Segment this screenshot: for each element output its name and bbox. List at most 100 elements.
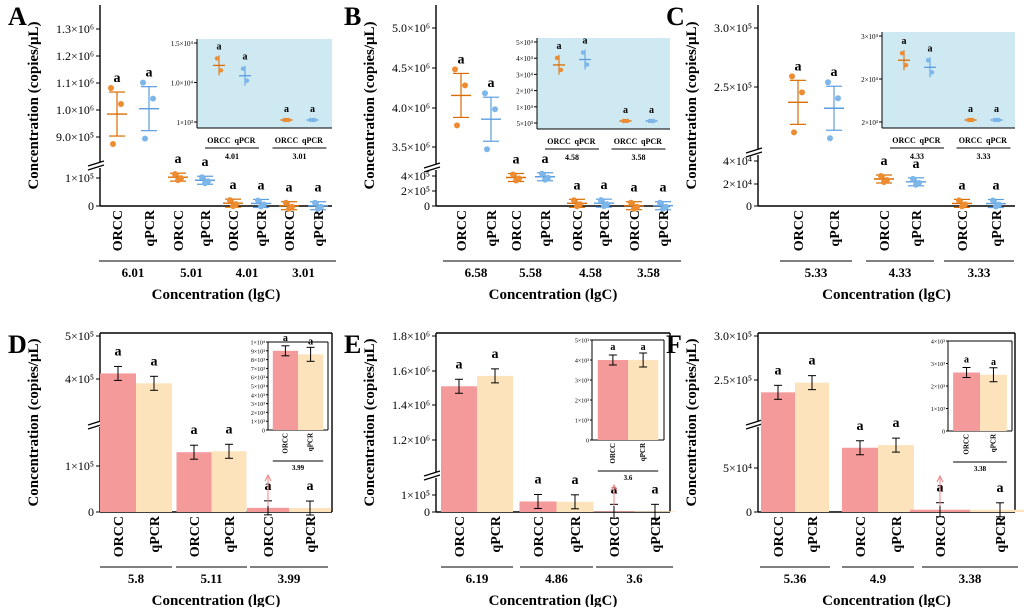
category-label: 3.01 [292,265,315,280]
point-orcc [571,197,577,204]
significance-letter: a [226,422,233,437]
point-qpcr [598,197,604,204]
group-label-orcc: ORCC [854,516,869,557]
point-qpcr [539,170,545,177]
category-label: 4.9 [870,571,887,586]
inset-significance-letter: a [284,104,289,115]
inset-group-label: qPCR [307,432,315,451]
inset-y-tick-label: 3×10³ [251,402,265,408]
group-label-qpcr: qPCR [539,209,554,246]
inset-point-qpcr [996,117,1001,123]
axis-break-gap [88,162,104,168]
panel-C: C 3.0×10⁵ 2.5×10⁵ 4×10⁴ 2×10⁴ 0 Concentration … [666,2,1015,303]
inset-category-label: 4.58 [565,153,579,162]
inset-point-orcc [214,56,220,61]
significance-letter: a [456,357,463,372]
inset-y-tick-label: 3×10⁴ [516,71,533,79]
inset-significance-letter: a [928,43,933,54]
inset-point-orcc [966,117,971,123]
point-qpcr [542,176,548,183]
group-label-orcc: ORCC [283,210,298,251]
y-axis-title: Concentration (copies/μL) [26,21,42,189]
y-tick-label: 0 [88,505,94,519]
point-orcc [631,205,637,212]
axis-break-mark [423,166,441,173]
y-axis-title: Concentration (copies/μL) [362,21,378,189]
inset-point-orcc [282,117,287,123]
y-tick-label: 3.0×10⁵ [714,21,752,35]
category-label: 6.19 [466,571,489,586]
inset-y-tick-label: 2×10³ [931,385,945,391]
bar-qpcr [211,451,247,512]
panel-B: B 5.0×10⁶ 4.5×10⁶ 4.0×10⁶ 3.5×10⁶ 4×10⁵2×10⁵0… [344,2,681,303]
group-label-orcc: ORCC [772,516,787,557]
inset-point-qpcr [240,66,246,71]
bar-orcc [441,386,477,512]
point-qpcr [484,146,490,153]
significance-letter: a [601,178,608,193]
inset-category-label: 3.01 [293,152,307,161]
inset-category-label: 3.38 [974,465,987,473]
x-axis-title: Concentration (lgC) [822,593,951,607]
inset-pointer-arrow [610,483,618,492]
category-label: 4.01 [236,265,259,280]
point-orcc [227,197,233,204]
y-tick-label: 4×10⁵ [401,169,430,183]
inset-significance-letter: a [964,355,969,366]
point-qpcr [601,203,607,210]
inset-point-orcc [970,117,975,123]
inset-point-qpcr [992,117,997,123]
category-label: 4.58 [579,265,602,280]
significance-letter: a [230,178,237,193]
group-label-qpcr: qPCR [312,209,327,246]
significance-letter: a [458,52,465,67]
inset-significance-letter: a [994,104,999,115]
inset-significance-letter: a [968,104,973,115]
significance-letter: a [315,181,322,196]
group-label-qpcr: qPCR [223,515,238,552]
inset-background [197,39,332,128]
inset-y-tick-label: 4×10³ [931,340,945,346]
inset-group-label: qPCR [235,136,256,145]
bar-qpcr [136,383,172,512]
x-axis-title: Concentration (lgC) [489,287,618,303]
group-label-qpcr: qPCR [143,209,158,246]
inset-group-label: qPCR [920,136,941,145]
significance-letter: a [660,181,667,196]
group-label-orcc: ORCC [878,210,893,251]
group-label-orcc: ORCC [532,516,547,557]
group-label-qpcr: qPCR [148,515,163,552]
point-orcc [878,173,884,179]
significance-letter: a [114,71,121,86]
group-label-orcc: ORCC [792,210,807,251]
point-qpcr [492,106,498,113]
point-orcc [959,203,965,210]
inset-category-label: 4.01 [225,152,239,161]
category-label: 6.01 [122,265,145,280]
significance-letter: a [857,419,864,434]
category-label: 3.33 [968,265,991,280]
y-tick-label: 9.0×10⁵ [56,130,94,144]
axis-break-mark [87,164,105,171]
y-tick-label: 1.3×10⁶ [56,22,94,36]
point-orcc [956,197,962,204]
inset-point-orcc [625,118,630,124]
point-orcc [110,141,116,148]
inset-point-qpcr [244,78,250,83]
significance-letter: a [151,354,158,369]
significance-letter: a [542,152,549,167]
inset-category-label: 3.58 [632,153,646,162]
inset-bar-orcc [597,360,628,440]
category-label: 4.86 [545,571,568,586]
group-label-qpcr: qPCR [304,515,319,552]
inset-significance-letter: a [557,41,562,52]
inset-y-tick-label: 1×10³ [176,119,193,127]
group-label-orcc: ORCC [510,210,525,251]
inset-y-tick-label: 7×10³ [251,367,265,373]
significance-letter: a [535,472,542,487]
inset-y-tick-label: 1×10³ [251,420,265,426]
inset-y-tick-label: 9×10³ [251,349,265,355]
inset-y-tick-label: 0 [262,429,265,435]
panel-E: E 1.8×10⁶ 1.6×10⁶ 1.4×10⁶ 1.2×10⁶ 1×10⁵ 0 Conce… [344,329,676,609]
